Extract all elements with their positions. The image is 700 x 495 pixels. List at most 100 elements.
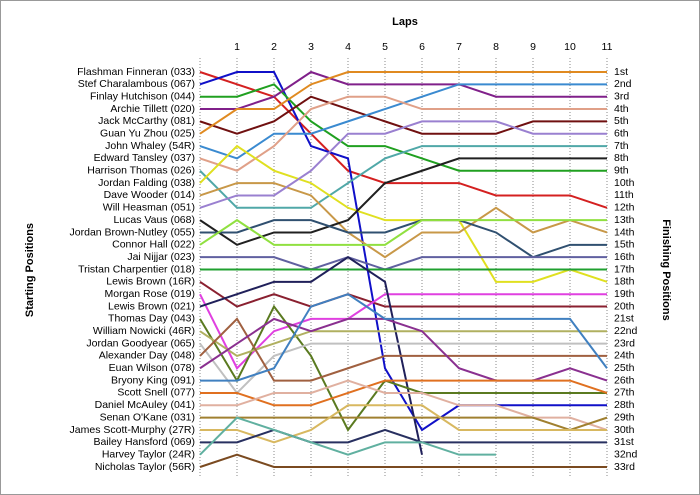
finishing-label: 27th [614,387,635,399]
x-tick-label: 10 [564,41,576,53]
finishing-label: 19th [614,288,635,300]
finishing-label: 12th [614,202,635,214]
driver-line [199,330,607,358]
finishing-label: 4th [614,103,629,115]
y-axis-title: Starting Positions [24,223,36,317]
finishing-label: 32nd [614,448,638,460]
finishing-label: 6th [614,128,629,140]
finishing-label: 13th [614,214,635,226]
driver-label: Jordan Goodyear (065) [86,337,195,349]
finishing-label: 11th [614,189,634,201]
driver-label: Flashman Finneran (033) [77,66,195,78]
driver-line [200,379,608,407]
driver-label: Alexander Day (048) [99,350,195,362]
driver-line [199,71,608,209]
finishing-label: 1st [614,66,628,78]
driver-line [200,293,608,382]
driver-label: Lewis Brown (021) [108,300,195,312]
driver-line [199,182,608,259]
driver-label: Connor Hall (022) [112,239,195,251]
driver-label: Will Heasman (051) [103,202,195,214]
finishing-label: 3rd [614,90,629,102]
driver-label: Tristan Charpentier (018) [78,263,195,275]
finishing-label: 20th [614,300,635,312]
finishing-label: 2nd [614,78,632,90]
x-tick-label: 8 [493,41,499,53]
driver-line [199,71,607,432]
finishing-label: 18th [614,276,635,288]
driver-line [199,218,607,246]
driver-label: Senan O'Kane (031) [100,411,195,423]
driver-label: Thomas Day (043) [108,313,195,325]
driver-line [199,304,607,432]
driver-label: Daniel McAuley (041) [95,399,195,411]
driver-line [199,317,608,382]
finishing-label: 17th [614,263,635,275]
finishing-label: 28th [614,399,635,411]
driver-line [199,120,607,209]
finishing-label: 31st [614,436,634,448]
driver-line [199,293,607,370]
finishing-label: 5th [614,115,629,127]
driver-label: William Nowicki (46R) [93,325,195,337]
driver-line [199,342,607,395]
finishing-label: 7th [614,140,629,152]
driver-label: Lewis Brown (16R) [106,276,195,288]
driver-label: Dave Wooder (014) [104,189,195,201]
driver-label: Jordan Falding (038) [98,177,195,189]
finishing-label: 30th [614,424,635,436]
driver-label: Jack McCarthy (081) [98,115,195,127]
x-tick-label: 11 [602,41,613,53]
x-tick-label: 1 [234,41,240,53]
driver-line [200,428,607,444]
driver-line [200,416,608,432]
driver-label: James Scott-Murphy (27R) [70,424,195,436]
driver-label: Lucas Vaus (068) [113,214,195,226]
driver-label: Jai Nijjar (023) [127,251,195,263]
finishing-label: 33rd [614,461,635,473]
x-tick-label: 2 [271,41,277,53]
driver-label: Nicholas Taylor (56R) [95,461,195,473]
x-tick-label: 9 [530,41,536,53]
driver-label: Morgan Rose (019) [105,288,195,300]
driver-label: Edward Tansley (037) [94,152,195,164]
finishing-label: 25th [614,362,635,374]
y2-axis-title: Finishing Positions [660,219,672,320]
finishing-label: 24th [614,350,635,362]
x-tick-label: 3 [308,41,314,53]
driver-label: John Whaley (54R) [105,140,195,152]
driver-label: Bailey Hansford (069) [93,436,195,448]
driver-label: Bryony King (091) [111,374,195,386]
finishing-label: 15th [614,239,635,251]
finishing-label: 22nd [614,325,638,337]
driver-line [200,219,607,259]
driver-line [200,379,608,431]
driver-label: Guan Yu Zhou (025) [100,128,195,140]
driver-label: Euan Wilson (078) [109,362,195,374]
x-tick-label: 6 [419,41,425,53]
driver-label: Archie Tillett (020) [110,103,195,115]
driver-line [200,70,607,111]
x-tick-label: 7 [456,41,462,53]
x-tick-label: 4 [345,41,351,53]
finishing-label: 14th [614,226,635,238]
finishing-label: 9th [614,165,629,177]
finishing-label: 26th [614,374,635,386]
finishing-label: 16th [614,251,635,263]
finishing-label: 29th [614,411,635,423]
driver-line [200,256,607,271]
x-axis-title: Laps [392,16,418,28]
finishing-label: 21st [614,313,634,325]
driver-line [199,71,607,135]
driver-line [199,144,608,283]
driver-line [199,453,607,468]
finishing-label: 23rd [614,337,635,349]
driver-line [199,95,607,172]
driver-line [199,255,423,455]
driver-label: Harrison Thomas (026) [87,165,195,177]
driver-line [200,404,607,444]
x-tick-label: 5 [382,41,388,53]
driver-line [199,157,607,246]
